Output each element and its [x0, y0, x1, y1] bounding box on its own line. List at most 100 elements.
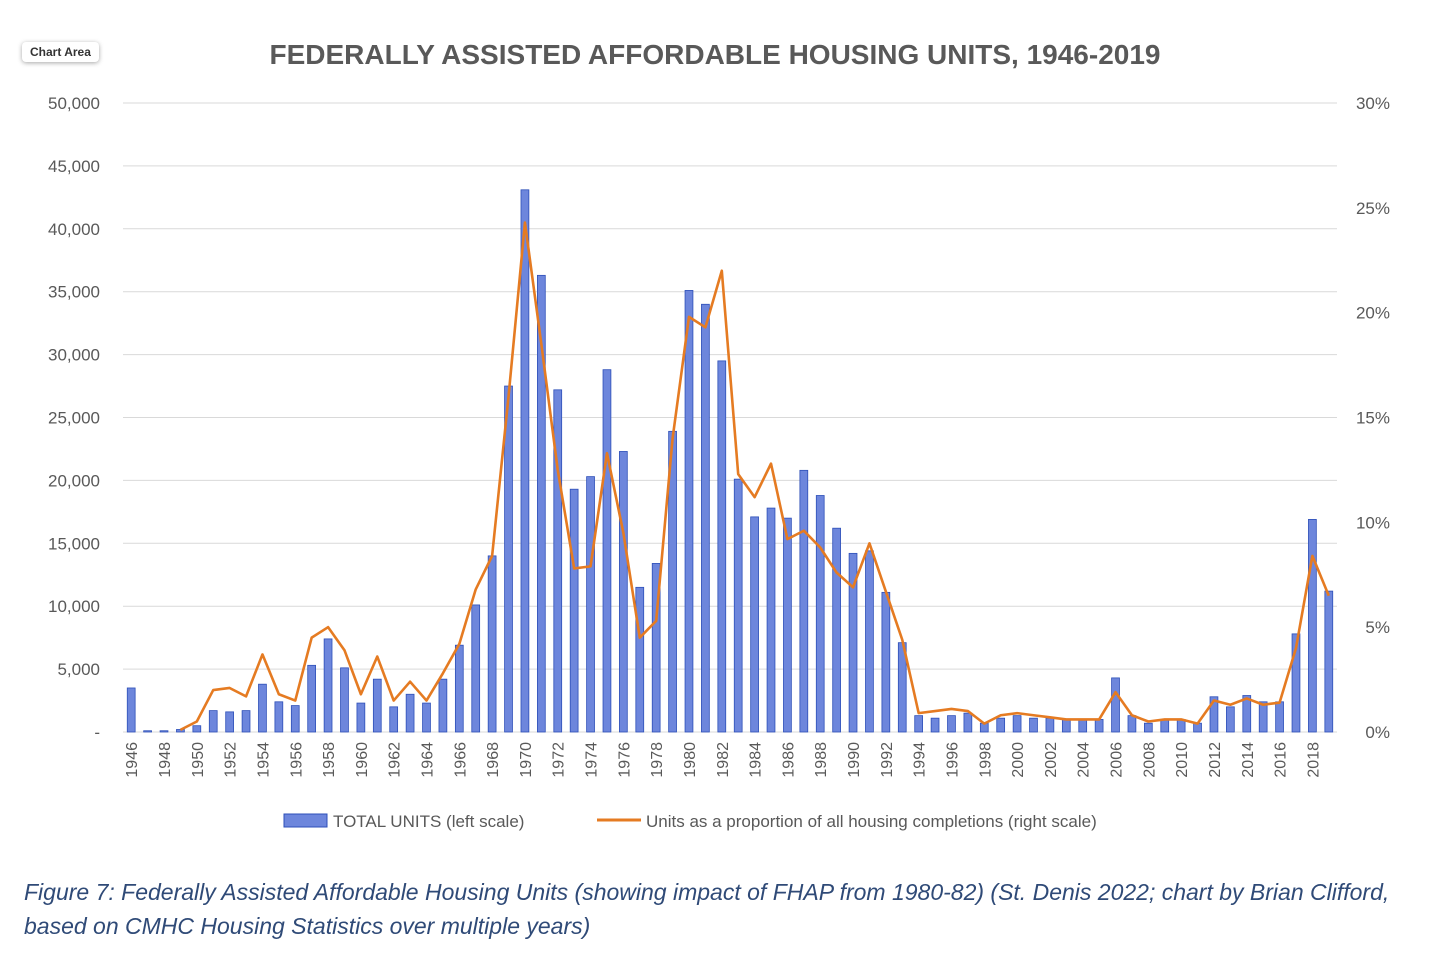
bar	[438, 678, 448, 733]
right-tick-label: 15%	[1356, 409, 1390, 428]
bar	[159, 730, 169, 733]
legend-line-label: Units as a proportion of all housing com…	[646, 812, 1097, 831]
chart-title: FEDERALLY ASSISTED AFFORDABLE HOUSING UN…	[270, 39, 1161, 70]
left-tick-label: 20,000	[48, 471, 100, 490]
x-tick-label: 1982	[715, 742, 732, 778]
left-tick-label: 50,000	[48, 94, 100, 113]
bar	[389, 706, 399, 733]
x-tick-label: 1956	[288, 742, 305, 778]
bar	[307, 664, 316, 733]
bar	[865, 550, 874, 733]
bar	[1144, 722, 1153, 733]
right-tick-label: 0%	[1365, 723, 1390, 742]
x-tick-label: 2008	[1141, 742, 1158, 778]
bar	[1324, 590, 1334, 733]
bar	[372, 678, 382, 733]
bar	[454, 644, 464, 733]
x-tick-label: 1948	[157, 742, 174, 778]
bar	[651, 563, 661, 733]
x-tick-label: 2012	[1207, 742, 1224, 778]
x-axis: 1946 1948 1950 1952 1954 1956 1958 1960 1962 1964…	[124, 742, 1322, 778]
right-tick-label: 30%	[1356, 94, 1390, 113]
bar	[963, 712, 973, 733]
x-tick-label: 1984	[748, 742, 765, 778]
bar	[619, 451, 628, 733]
bar	[553, 389, 563, 733]
x-tick-label: 1976	[616, 742, 633, 778]
bar	[815, 495, 825, 733]
x-tick-label: 1950	[190, 742, 207, 778]
x-tick-label: 1952	[223, 742, 240, 778]
x-tick-label: 1972	[551, 742, 568, 778]
left-tick-label: 40,000	[48, 220, 100, 239]
bar	[1127, 715, 1137, 733]
x-tick-label: 2014	[1240, 742, 1257, 778]
bar	[537, 274, 546, 733]
x-tick-label: 1960	[354, 742, 371, 778]
x-tick-label: 2002	[1043, 742, 1060, 778]
x-tick-label: 1966	[452, 742, 469, 778]
legend: TOTAL UNITS (left scale) Units as a prop…	[283, 812, 1097, 831]
left-tick-label: 35,000	[48, 283, 100, 302]
bar	[274, 701, 284, 733]
legend-bar-label: TOTAL UNITS (left scale)	[333, 812, 524, 831]
x-tick-label: 2006	[1109, 742, 1126, 778]
bar	[1012, 715, 1022, 733]
bar	[290, 705, 300, 733]
bar	[1242, 695, 1252, 733]
x-tick-label: 2004	[1076, 742, 1093, 778]
bar	[684, 290, 694, 733]
bar	[471, 604, 481, 733]
x-tick-label: 1998	[977, 742, 994, 778]
bar	[1275, 701, 1284, 733]
bar	[1160, 719, 1170, 733]
x-tick-label: 1992	[879, 742, 896, 778]
bar	[701, 303, 710, 733]
bar	[848, 552, 858, 733]
x-tick-label: 2010	[1174, 742, 1191, 778]
figure-caption: Figure 7: Federally Assisted Affordable …	[24, 879, 1390, 939]
x-tick-label: 1964	[420, 742, 437, 778]
bar	[586, 476, 595, 733]
right-tick-label: 25%	[1356, 199, 1390, 218]
x-tick-label: 2016	[1273, 742, 1290, 778]
bar	[783, 517, 792, 733]
x-tick-label: 1968	[485, 742, 502, 778]
bar	[405, 693, 415, 733]
x-tick-label: 1994	[912, 742, 929, 778]
chart-area[interactable]: FEDERALLY ASSISTED AFFORDABLE HOUSING UN…	[0, 0, 1412, 858]
bar	[1061, 719, 1071, 733]
left-tick-label: 45,000	[48, 157, 100, 176]
bar	[340, 667, 349, 733]
bar	[1029, 717, 1038, 733]
bar	[947, 715, 956, 733]
x-tick-label: 1988	[813, 742, 830, 778]
chart-svg: FEDERALLY ASSISTED AFFORDABLE HOUSING UN…	[48, 39, 1390, 831]
bar	[799, 469, 809, 733]
bar	[832, 527, 841, 733]
bar	[930, 717, 940, 733]
bar	[422, 702, 431, 733]
left-tick-label: -	[94, 723, 100, 742]
x-tick-label: 1958	[321, 742, 338, 778]
bar	[143, 730, 152, 733]
bar	[750, 516, 759, 733]
x-tick-label: 1970	[518, 742, 535, 778]
bar	[1226, 706, 1235, 733]
bar	[487, 555, 497, 733]
bar	[602, 369, 612, 733]
x-tick-label: 1978	[649, 742, 666, 778]
right-tick-label: 20%	[1356, 304, 1390, 323]
bar	[1308, 518, 1317, 733]
gridlines	[123, 102, 1337, 733]
left-tick-label: 10,000	[48, 597, 100, 616]
bar	[504, 385, 513, 733]
x-tick-label: 2000	[1010, 742, 1027, 778]
bar	[1111, 677, 1120, 733]
right-tick-label: 5%	[1365, 618, 1390, 637]
bar	[733, 478, 743, 733]
bar	[208, 710, 218, 733]
bar	[356, 702, 366, 733]
bar	[1078, 719, 1088, 733]
line-series	[179, 221, 1331, 732]
